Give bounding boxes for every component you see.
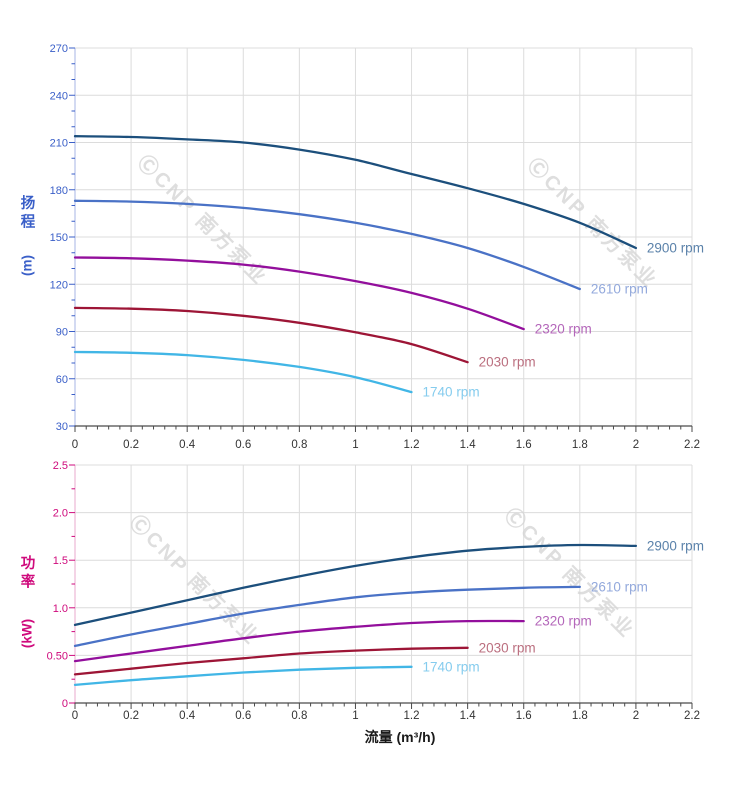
power-axis-unit: (kW) (19, 618, 35, 649)
y-tick-label: 0 (62, 698, 68, 710)
head-vs-flow-x-ticks (74, 426, 693, 432)
head-vs-flow-curve-2610-rpm (73, 199, 581, 291)
x-tick-label: 0.4 (179, 710, 196, 722)
x-tick-label: 2.2 (684, 439, 700, 451)
series-label-1740-rpm: 1740 rpm (423, 659, 480, 674)
y-tick-label: 1.5 (53, 555, 68, 567)
y-tick-label: 270 (50, 43, 68, 55)
x-tick-label: 0.6 (235, 439, 251, 451)
x-tick-label: 1.8 (572, 710, 588, 722)
head-axis-title: 扬程 (18, 195, 35, 232)
y-tick-label: 60 (56, 374, 68, 386)
head-vs-flow-curve-1740-rpm (73, 350, 413, 394)
power-vs-flow-curve-2610-rpm (73, 585, 581, 648)
y-tick-label: 2.5 (53, 460, 68, 472)
flow-axis-title: 流量 (m³/h) (364, 729, 436, 745)
x-tick-label: 2 (633, 710, 639, 722)
power-vs-flow-curve-1740-rpm (73, 665, 413, 687)
x-tick-label: 1.6 (516, 439, 532, 451)
x-tick-label: 1 (352, 710, 358, 722)
x-tick-label: 1.2 (404, 439, 420, 451)
series-label-2320-rpm: 2320 rpm (535, 614, 592, 629)
head-vs-flow-chart: ⒸCNP 南方泵业 ⒸCNP 南方泵业 0 0.2 0.4 0.6 0.8 1 1.2 1.4 1.… (50, 43, 704, 451)
power-axis-title: 功率 (18, 555, 35, 592)
x-tick-label: 1.8 (572, 439, 588, 451)
x-tick-label: 0.8 (291, 710, 307, 722)
series-label-1740-rpm: 1740 rpm (423, 385, 480, 400)
x-tick-label: 0.2 (123, 710, 139, 722)
cnp-watermark: ⒸCNP 南方泵业 (125, 510, 265, 650)
series-label-2030-rpm: 2030 rpm (479, 355, 536, 370)
power-vs-flow-curve-2030-rpm (73, 646, 469, 676)
y-tick-label: 0.50 (47, 650, 68, 662)
series-label-2900-rpm: 2900 rpm (647, 538, 704, 553)
y-tick-label: 1.0 (53, 603, 68, 615)
power-vs-flow-x-ticks (74, 703, 693, 709)
y-tick-label: 120 (50, 279, 68, 291)
y-tick-label: 150 (50, 232, 68, 244)
power-vs-flow-curve-2900-rpm (73, 543, 638, 627)
x-tick-label: 0.4 (179, 439, 196, 451)
x-tick-label: 2 (633, 439, 639, 451)
x-tick-label: 0.2 (123, 439, 139, 451)
x-tick-label: 2.2 (684, 710, 700, 722)
head-vs-flow-grid (75, 47, 693, 426)
y-tick-label: 2.0 (53, 508, 68, 520)
y-tick-label: 30 (56, 421, 68, 433)
head-vs-flow-curve-2030-rpm (73, 306, 469, 364)
x-tick-label: 1.2 (404, 710, 420, 722)
head-vs-flow-curve-2900-rpm (73, 135, 638, 250)
x-tick-label: 0.6 (235, 710, 251, 722)
series-label-2610-rpm: 2610 rpm (591, 281, 648, 296)
cnp-watermark: ⒸCNP 南方泵业 (133, 150, 273, 290)
y-tick-label: 210 (50, 138, 68, 150)
x-tick-label: 1.4 (460, 710, 477, 722)
series-label-2900-rpm: 2900 rpm (647, 241, 704, 256)
x-tick-label: 0 (72, 439, 78, 451)
x-tick-label: 1.6 (516, 710, 532, 722)
x-tick-label: 0 (72, 710, 78, 722)
x-tick-label: 1.4 (460, 439, 477, 451)
power-vs-flow-curve-2320-rpm (73, 619, 525, 663)
y-tick-label: 240 (50, 90, 68, 102)
x-tick-label: 1 (352, 439, 358, 451)
y-tick-label: 90 (56, 327, 68, 339)
head-vs-flow-y-ticks (69, 47, 75, 427)
head-axis-unit: (m) (19, 255, 35, 276)
y-tick-label: 180 (50, 185, 68, 197)
power-vs-flow-grid (75, 464, 693, 703)
power-vs-flow-y-ticks (69, 464, 75, 704)
cnp-watermark: ⒸCNP 南方泵业 (523, 153, 663, 293)
series-label-2320-rpm: 2320 rpm (535, 322, 592, 337)
series-label-2610-rpm: 2610 rpm (591, 579, 648, 594)
x-tick-label: 0.8 (291, 439, 307, 451)
head-vs-flow-curve-2320-rpm (73, 256, 525, 331)
series-label-2030-rpm: 2030 rpm (479, 640, 536, 655)
